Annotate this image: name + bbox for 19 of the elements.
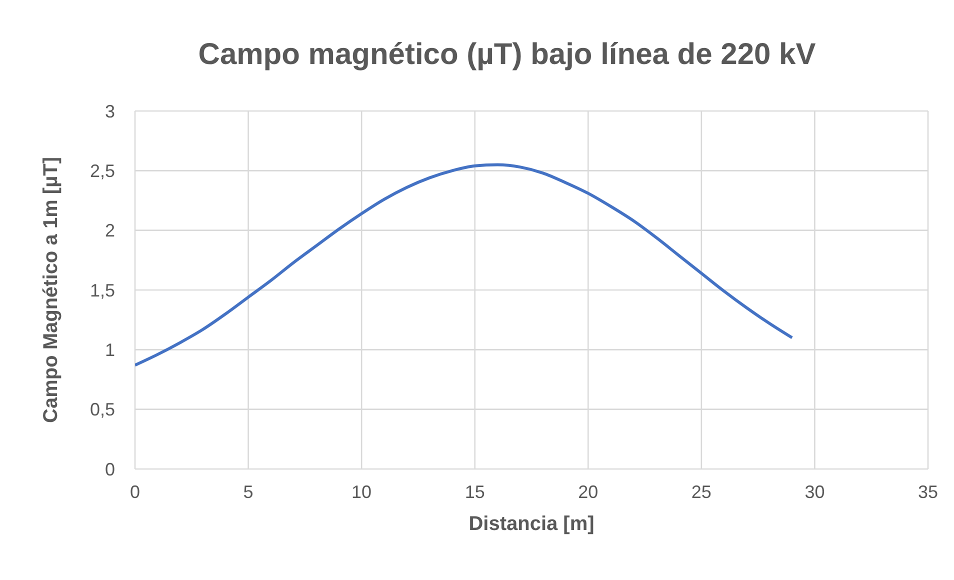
- y-tick-label: 2: [104, 220, 115, 241]
- y-tick-label: 2,5: [90, 161, 115, 182]
- x-tick-label: 5: [243, 482, 254, 502]
- x-tick-label: 30: [804, 482, 825, 502]
- y-tick-label: 0,5: [90, 400, 115, 420]
- y-tick-label: 3: [104, 101, 115, 122]
- x-tick-label: 20: [578, 482, 598, 502]
- x-tick-label: 0: [130, 482, 140, 502]
- x-tick-label: 10: [352, 482, 372, 502]
- y-tick-label: 1,5: [90, 280, 115, 300]
- y-tick-label: 1: [104, 340, 115, 360]
- line-series: [135, 163, 794, 367]
- chart-title: Campo magnético (µT) bajo línea de 220 kV: [197, 38, 817, 72]
- y-tick-label: 0: [104, 459, 115, 480]
- x-tick-label: 15: [464, 482, 485, 502]
- y-axis-title: Campo Magnético a 1m [µT]: [40, 157, 62, 423]
- x-tick-label: 25: [691, 482, 712, 502]
- x-tick-label: 35: [918, 482, 938, 502]
- x-axis-title: Distancia [m]: [468, 513, 594, 535]
